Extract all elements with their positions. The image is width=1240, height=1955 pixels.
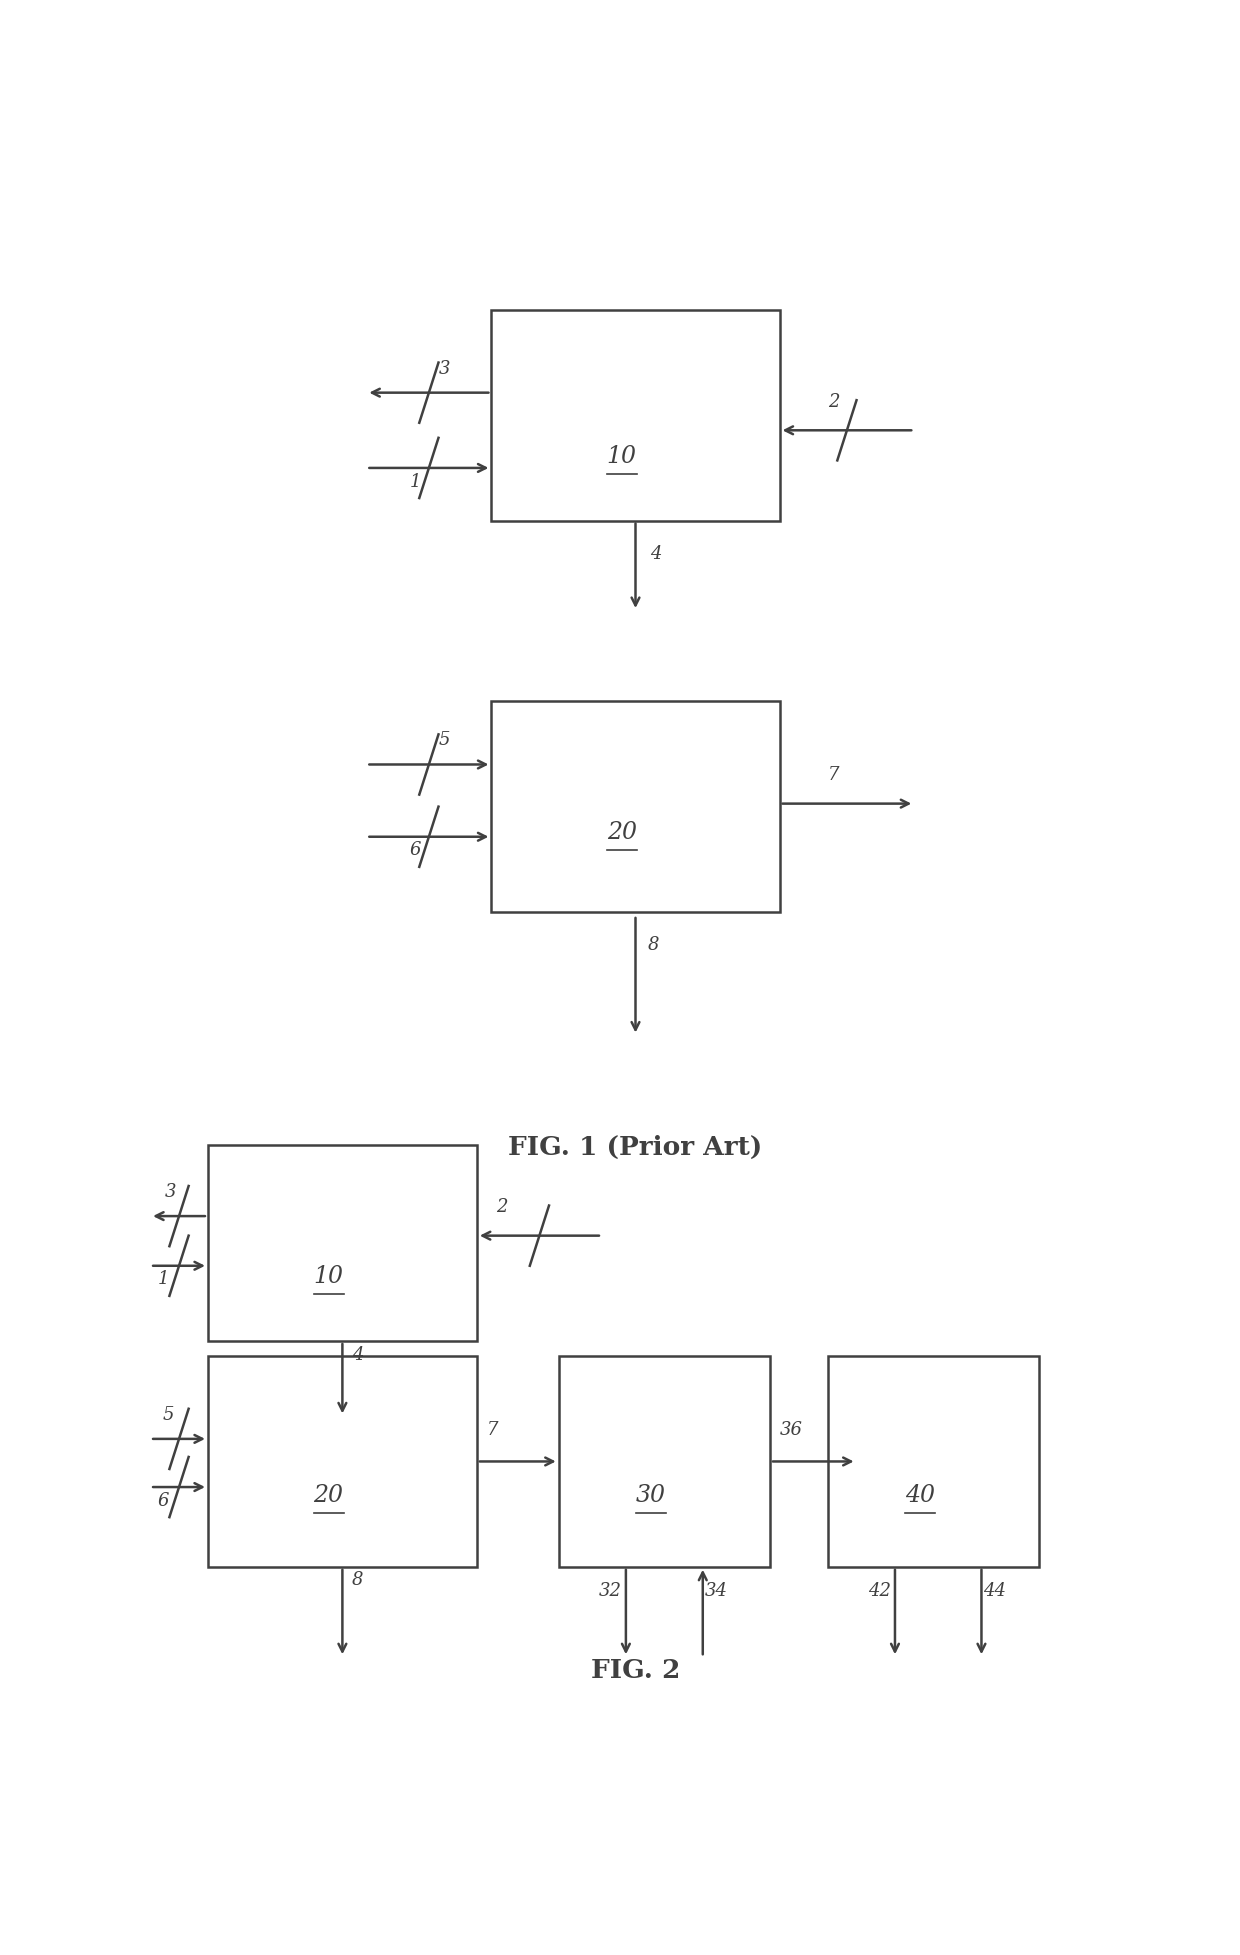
- Text: 7: 7: [486, 1421, 498, 1439]
- Text: 1: 1: [157, 1271, 170, 1288]
- Text: 2: 2: [496, 1198, 507, 1216]
- Text: 42: 42: [868, 1582, 892, 1599]
- Text: 8: 8: [649, 936, 660, 954]
- Text: 10: 10: [606, 446, 636, 467]
- Text: 4: 4: [650, 545, 661, 563]
- Text: 5: 5: [439, 731, 450, 749]
- Bar: [208, 1357, 477, 1566]
- Text: 6: 6: [157, 1492, 170, 1509]
- Text: FIG. 2: FIG. 2: [590, 1658, 681, 1683]
- Bar: [208, 1146, 477, 1341]
- Text: 5: 5: [162, 1406, 174, 1423]
- Text: 4: 4: [352, 1345, 363, 1365]
- Text: 20: 20: [606, 821, 636, 845]
- Text: 10: 10: [314, 1265, 343, 1288]
- Text: 8: 8: [352, 1572, 363, 1589]
- Text: 30: 30: [635, 1484, 666, 1507]
- Bar: [828, 1357, 1039, 1566]
- Text: 36: 36: [780, 1421, 802, 1439]
- Text: 3: 3: [439, 360, 450, 377]
- Text: 6: 6: [409, 841, 422, 860]
- Text: 34: 34: [704, 1582, 728, 1599]
- Text: 32: 32: [599, 1582, 622, 1599]
- Text: 20: 20: [314, 1484, 343, 1507]
- Bar: [491, 309, 780, 520]
- Text: 3: 3: [165, 1183, 176, 1200]
- Text: 1: 1: [409, 473, 422, 491]
- Text: 7: 7: [828, 766, 839, 784]
- Bar: [559, 1357, 770, 1566]
- Text: 2: 2: [828, 393, 839, 411]
- Bar: [491, 702, 780, 911]
- Text: 44: 44: [983, 1582, 1007, 1599]
- Text: 40: 40: [905, 1484, 935, 1507]
- Text: FIG. 1 (Prior Art): FIG. 1 (Prior Art): [508, 1136, 763, 1161]
